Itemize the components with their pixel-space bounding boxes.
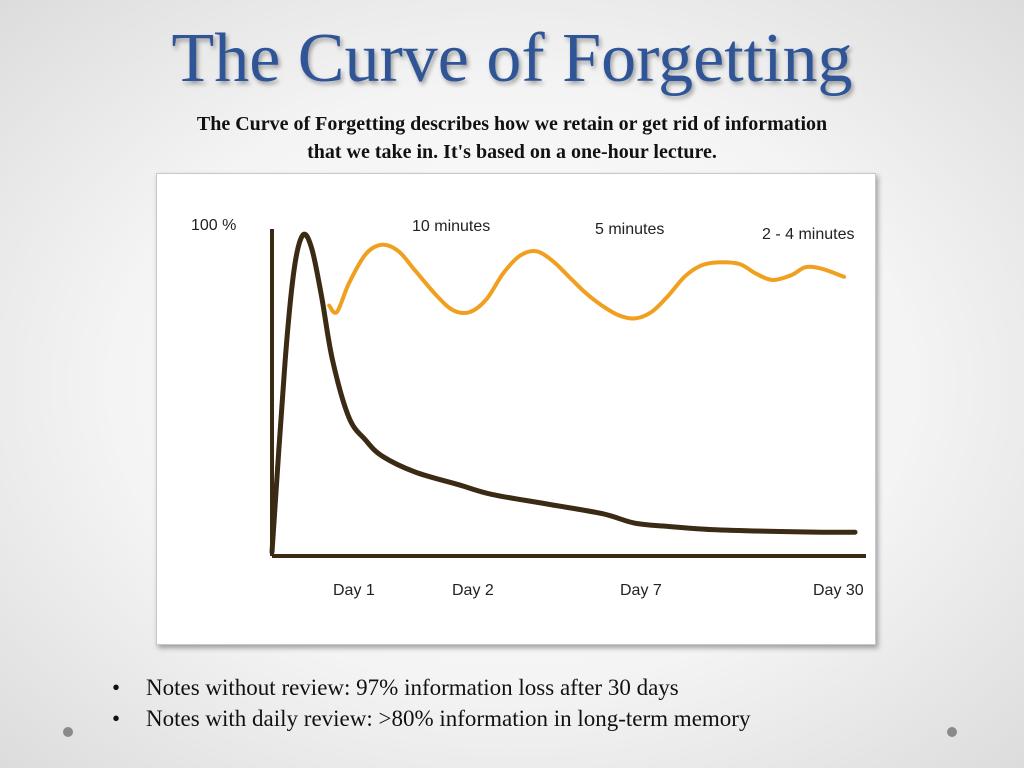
bullet-text-no-review: Notes without review: 97% information lo… (146, 675, 679, 700)
forgetting-curve-chart: 100 % Day 1 Day 2 Day 7 Day 30 10 minute… (156, 173, 876, 645)
x-tick-label-day-7: Day 7 (620, 582, 662, 599)
bullet-marker: • (112, 675, 121, 700)
x-tick-label-day-1: Day 1 (333, 582, 375, 599)
forgetting-curve-line (269, 231, 858, 555)
review-curve-line (327, 242, 846, 321)
series-layer (269, 231, 858, 555)
bullet-item: • Notes with daily review: >80% informat… (112, 703, 932, 734)
bullet-list: • Notes without review: 97% information … (112, 672, 932, 734)
annotation-10-minutes: 10 minutes (412, 218, 490, 235)
bullet-marker: • (112, 706, 121, 731)
annotation-5-minutes: 5 minutes (595, 221, 664, 238)
subtitle-line-1: The Curve of Forgetting describes how we… (196, 113, 828, 135)
bullet-item: • Notes without review: 97% information … (112, 672, 932, 703)
slide-nav-dot-left (63, 727, 73, 737)
chart-canvas: 100 % Day 1 Day 2 Day 7 Day 30 10 minute… (191, 217, 866, 599)
x-tick-label-day-30: Day 30 (813, 582, 864, 599)
bullet-text-daily-review: Notes with daily review: >80% informatio… (146, 706, 751, 731)
x-tick-label-day-2: Day 2 (452, 582, 494, 599)
slide-nav-dot-right (947, 727, 957, 737)
y-axis-top-label: 100 % (191, 217, 236, 234)
subtitle-line-2: that we take in. It's based on a one-hou… (307, 141, 717, 163)
slide-title: The Curve of Forgetting (171, 20, 853, 97)
annotation-2-4-minutes: 2 - 4 minutes (762, 226, 854, 243)
slide-subtitle: The Curve of Forgetting describes how we… (100, 110, 924, 166)
